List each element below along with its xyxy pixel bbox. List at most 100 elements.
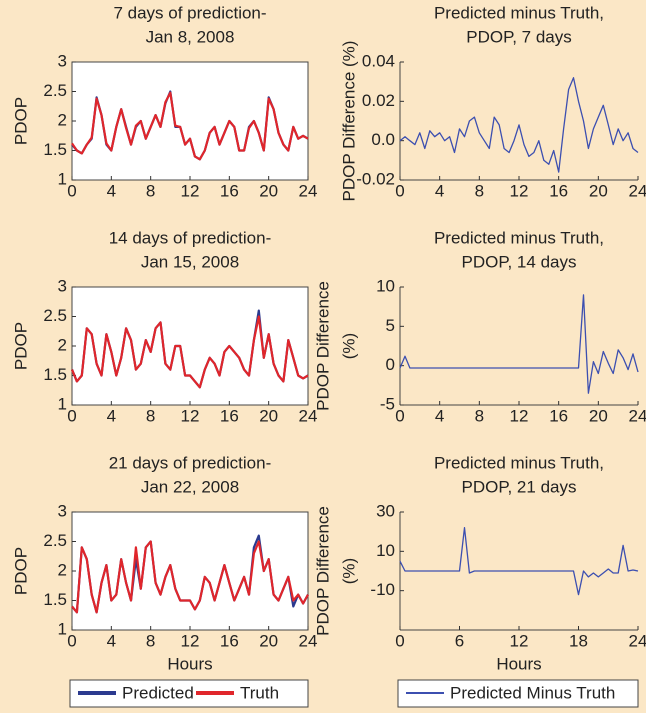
x-tick-label: 16: [549, 406, 568, 425]
chart-title: Jan 8, 2008: [146, 27, 235, 46]
y-axis-label: PDOP Difference: [313, 506, 332, 636]
chart-title: Predicted minus Truth,: [434, 3, 604, 22]
y-tick-label: 3: [58, 276, 67, 295]
y-axis-label: PDOP: [11, 547, 30, 595]
x-tick-label: 24: [629, 406, 646, 425]
y-tick-label: -10: [370, 580, 395, 599]
x-tick-label: 8: [475, 406, 484, 425]
data-line: [71, 540, 309, 614]
x-tick-label: 16: [220, 631, 239, 650]
plot-area: [71, 61, 309, 181]
x-tick-label: 4: [107, 406, 116, 425]
data-line: [70, 315, 309, 389]
x-tick-label: 0: [395, 181, 404, 200]
x-tick-label: 24: [629, 631, 646, 650]
y-tick-label: 2: [58, 560, 67, 579]
chart-title: 21 days of prediction-: [109, 453, 272, 472]
y-tick-label: 0: [386, 355, 395, 374]
x-tick-label: 4: [435, 181, 444, 200]
data-line: [399, 294, 639, 394]
data-line: [71, 91, 309, 161]
legend-label: Truth: [240, 683, 279, 702]
legend-label: Predicted Minus Truth: [450, 683, 615, 702]
x-tick-label: 8: [146, 181, 155, 200]
y-tick-label: 2.5: [43, 81, 67, 100]
y-axis-label: (%): [339, 558, 358, 584]
x-tick-label: 0: [395, 631, 404, 650]
x-tick-label: 12: [510, 181, 529, 200]
x-tick-label: 18: [569, 631, 588, 650]
y-tick-label: 2.5: [43, 531, 67, 550]
chart-title: PDOP, 14 days: [462, 252, 577, 271]
y-axis-label: PDOP: [11, 322, 30, 370]
plot-area: [71, 286, 309, 406]
chart-title: 7 days of prediction-: [113, 3, 266, 22]
y-axis-label: (%): [339, 333, 358, 359]
x-tick-label: 12: [510, 631, 529, 650]
y-tick-label: -0.02: [356, 169, 395, 188]
y-tick-label: 2: [58, 110, 67, 129]
data-line: [399, 77, 639, 173]
y-tick-label: 5: [386, 316, 395, 335]
x-tick-label: 20: [259, 181, 278, 200]
x-tick-label: 20: [259, 406, 278, 425]
x-tick-label: 0: [67, 406, 76, 425]
chart-title: Jan 15, 2008: [141, 252, 239, 271]
x-tick-label: 8: [475, 181, 484, 200]
x-axis-label: Hours: [167, 654, 212, 673]
x-tick-label: 16: [220, 406, 239, 425]
y-tick-label: 3: [58, 501, 67, 520]
x-tick-label: 12: [181, 631, 200, 650]
y-tick-label: 1: [58, 169, 67, 188]
y-tick-label: 0.04: [362, 51, 395, 70]
x-tick-label: 24: [299, 631, 318, 650]
y-tick-label: 0.0: [371, 130, 395, 149]
y-axis-label: PDOP Difference: [313, 281, 332, 411]
x-tick-label: 0: [67, 181, 76, 200]
x-tick-label: 20: [259, 631, 278, 650]
y-tick-label: 2: [58, 335, 67, 354]
y-tick-label: 1.5: [43, 140, 67, 159]
data-line: [399, 527, 639, 596]
x-tick-label: 0: [395, 406, 404, 425]
x-tick-label: 6: [455, 631, 464, 650]
legend-label: Predicted: [122, 683, 194, 702]
y-tick-label: 1: [58, 394, 67, 413]
y-tick-label: -5: [380, 394, 395, 413]
x-tick-label: 12: [181, 181, 200, 200]
y-tick-label: 3: [58, 51, 67, 70]
x-tick-label: 20: [589, 406, 608, 425]
chart-title: PDOP, 21 days: [462, 477, 577, 496]
x-tick-label: 4: [107, 631, 116, 650]
y-tick-label: 10: [376, 276, 395, 295]
x-axis-label: Hours: [496, 654, 541, 673]
x-tick-label: 4: [435, 406, 444, 425]
y-tick-label: 1: [58, 619, 67, 638]
chart-title: PDOP, 7 days: [466, 27, 572, 46]
y-axis-label: PDOP Difference (%): [339, 41, 358, 202]
y-tick-label: 30: [376, 501, 395, 520]
x-tick-label: 12: [510, 406, 529, 425]
y-tick-label: 1.5: [43, 590, 67, 609]
x-tick-label: 8: [146, 631, 155, 650]
x-tick-label: 4: [107, 181, 116, 200]
y-tick-label: 2.5: [43, 306, 67, 325]
x-tick-label: 12: [181, 406, 200, 425]
chart-title: Predicted minus Truth,: [434, 228, 604, 247]
y-tick-label: 10: [376, 541, 395, 560]
chart-title: 14 days of prediction-: [109, 228, 272, 247]
x-tick-label: 0: [67, 631, 76, 650]
x-tick-label: 24: [299, 406, 318, 425]
x-tick-label: 24: [629, 181, 646, 200]
x-tick-label: 8: [146, 406, 155, 425]
x-tick-label: 16: [549, 181, 568, 200]
y-axis-label: PDOP: [11, 97, 30, 145]
chart-title: Jan 22, 2008: [141, 477, 239, 496]
x-tick-label: 24: [299, 181, 318, 200]
x-tick-label: 16: [220, 181, 239, 200]
chart-title: Predicted minus Truth,: [434, 453, 604, 472]
x-tick-label: 20: [589, 181, 608, 200]
y-tick-label: 1.5: [43, 365, 67, 384]
y-tick-label: 0.02: [362, 91, 395, 110]
